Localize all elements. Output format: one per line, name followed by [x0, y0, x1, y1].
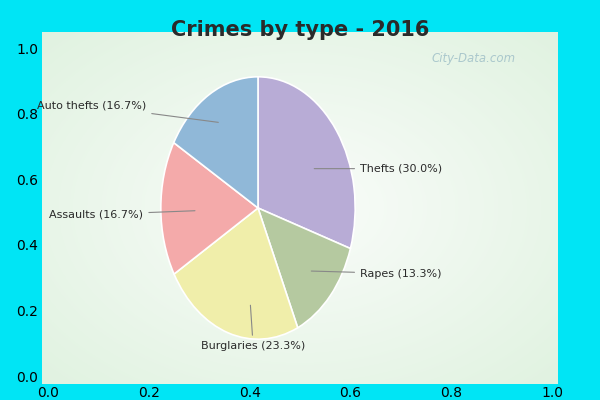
- Text: Auto thefts (16.7%): Auto thefts (16.7%): [37, 101, 218, 122]
- Wedge shape: [258, 77, 355, 248]
- Text: Assaults (16.7%): Assaults (16.7%): [49, 210, 195, 220]
- Wedge shape: [258, 208, 350, 328]
- Text: Rapes (13.3%): Rapes (13.3%): [311, 269, 442, 279]
- Wedge shape: [174, 208, 298, 339]
- Text: Burglaries (23.3%): Burglaries (23.3%): [201, 305, 305, 351]
- Text: Crimes by type - 2016: Crimes by type - 2016: [171, 20, 429, 40]
- Wedge shape: [174, 77, 258, 208]
- Wedge shape: [161, 143, 258, 274]
- Text: Thefts (30.0%): Thefts (30.0%): [314, 164, 442, 174]
- Text: City-Data.com: City-Data.com: [432, 52, 516, 65]
